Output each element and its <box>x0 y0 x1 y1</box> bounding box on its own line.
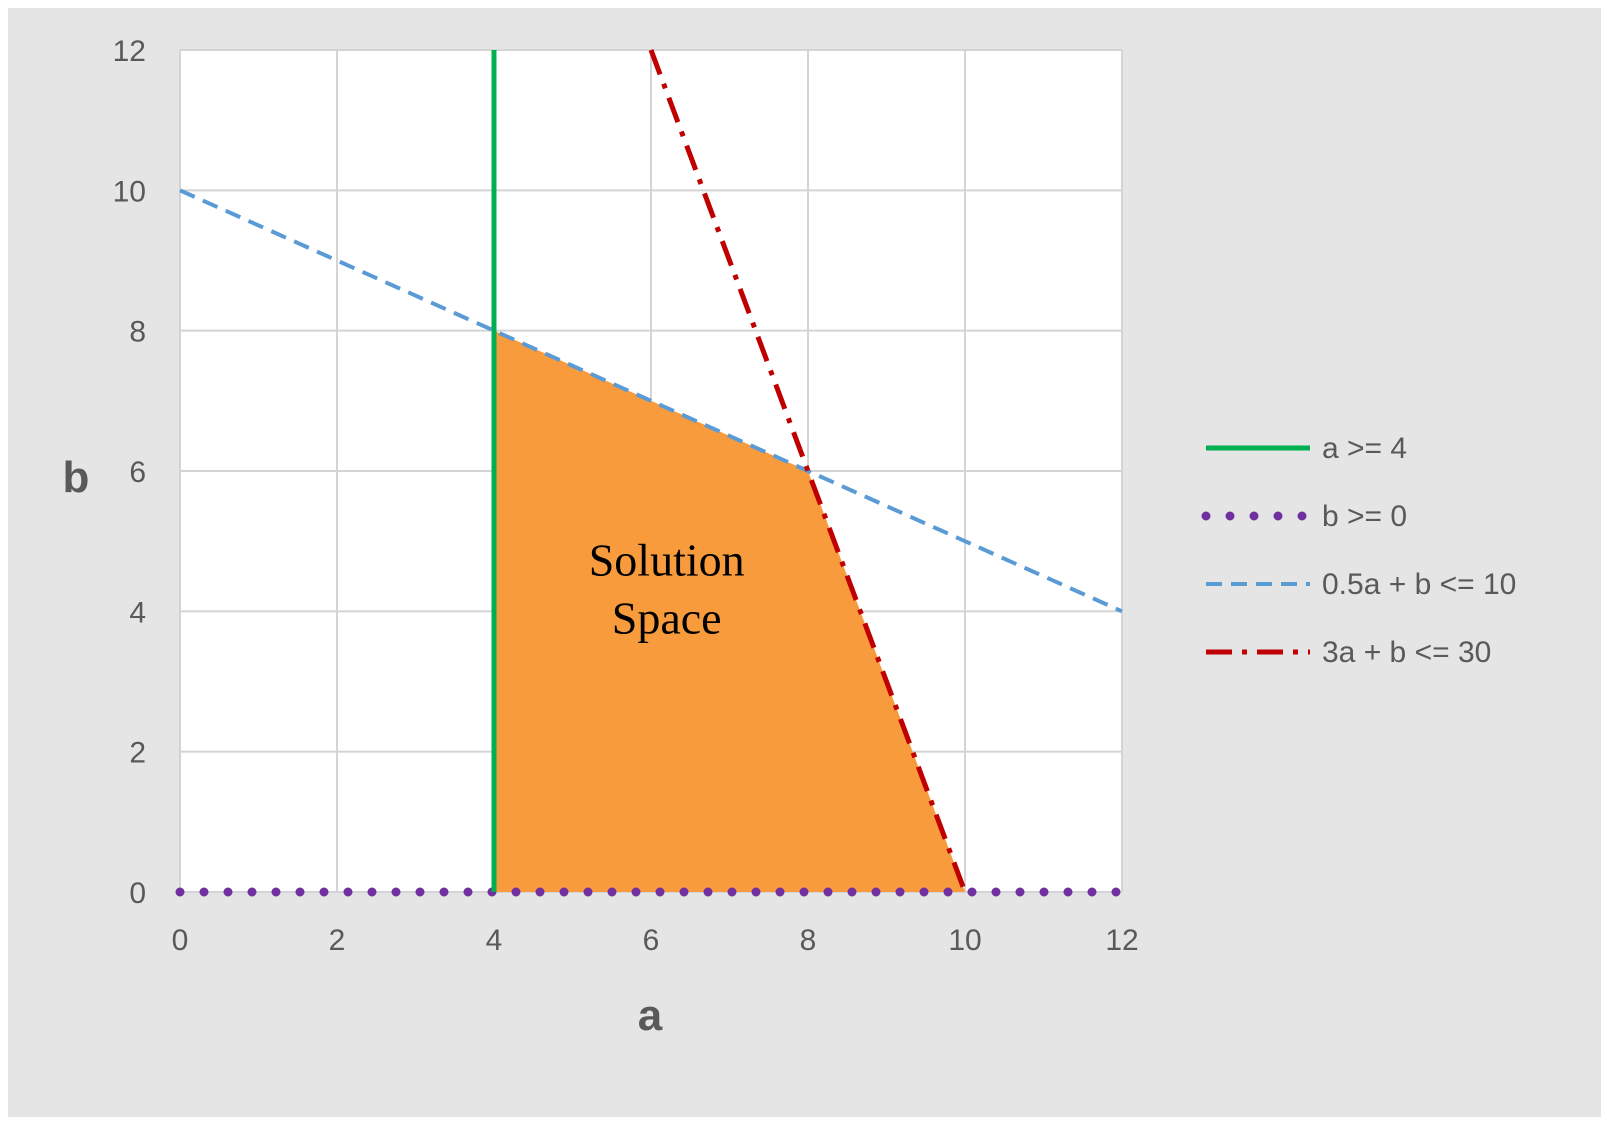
x-tick-label-4: 8 <box>800 924 817 957</box>
y-tick-label-0: 0 <box>129 877 146 910</box>
annotation-line-1: Solution <box>589 534 745 585</box>
y-axis-title: b <box>63 453 90 502</box>
y-tick-label-2: 4 <box>129 596 146 629</box>
annotation-line-2: Space <box>612 592 722 643</box>
region-layer <box>494 330 965 893</box>
y-tick-label-4: 8 <box>129 316 146 349</box>
annotation-layer: Solution Space <box>589 534 745 643</box>
y-tick-label-5: 10 <box>113 175 146 208</box>
legend-label-3: 3a + b <= 30 <box>1322 636 1491 669</box>
legend: a >= 4 b >= 0 0.5a + b <= 10 3a + b <= 30 <box>1201 432 1516 669</box>
y-tick-label-1: 2 <box>129 737 146 770</box>
y-tick-label-3: 6 <box>129 456 146 489</box>
x-tick-label-2: 4 <box>486 924 503 957</box>
x-tick-label-3: 6 <box>643 924 660 957</box>
series-line-2 <box>179 188 1123 614</box>
solution-region <box>494 330 965 893</box>
y-tick-label-6: 12 <box>113 35 146 68</box>
x-tick-label-0: 0 <box>172 924 189 957</box>
series-layer <box>175 49 1127 897</box>
legend-label-0: a >= 4 <box>1322 432 1407 465</box>
x-tick-label-5: 10 <box>948 924 981 957</box>
x-axis-title: a <box>638 991 663 1040</box>
tick-layer: 0 2 4 6 8 10 12 0 2 4 6 8 10 12 <box>113 35 1139 957</box>
x-tick-label-1: 2 <box>329 924 346 957</box>
legend-label-1: b >= 0 <box>1322 500 1407 533</box>
legend-label-2: 0.5a + b <= 10 <box>1322 568 1516 601</box>
x-tick-label-6: 12 <box>1105 924 1138 957</box>
